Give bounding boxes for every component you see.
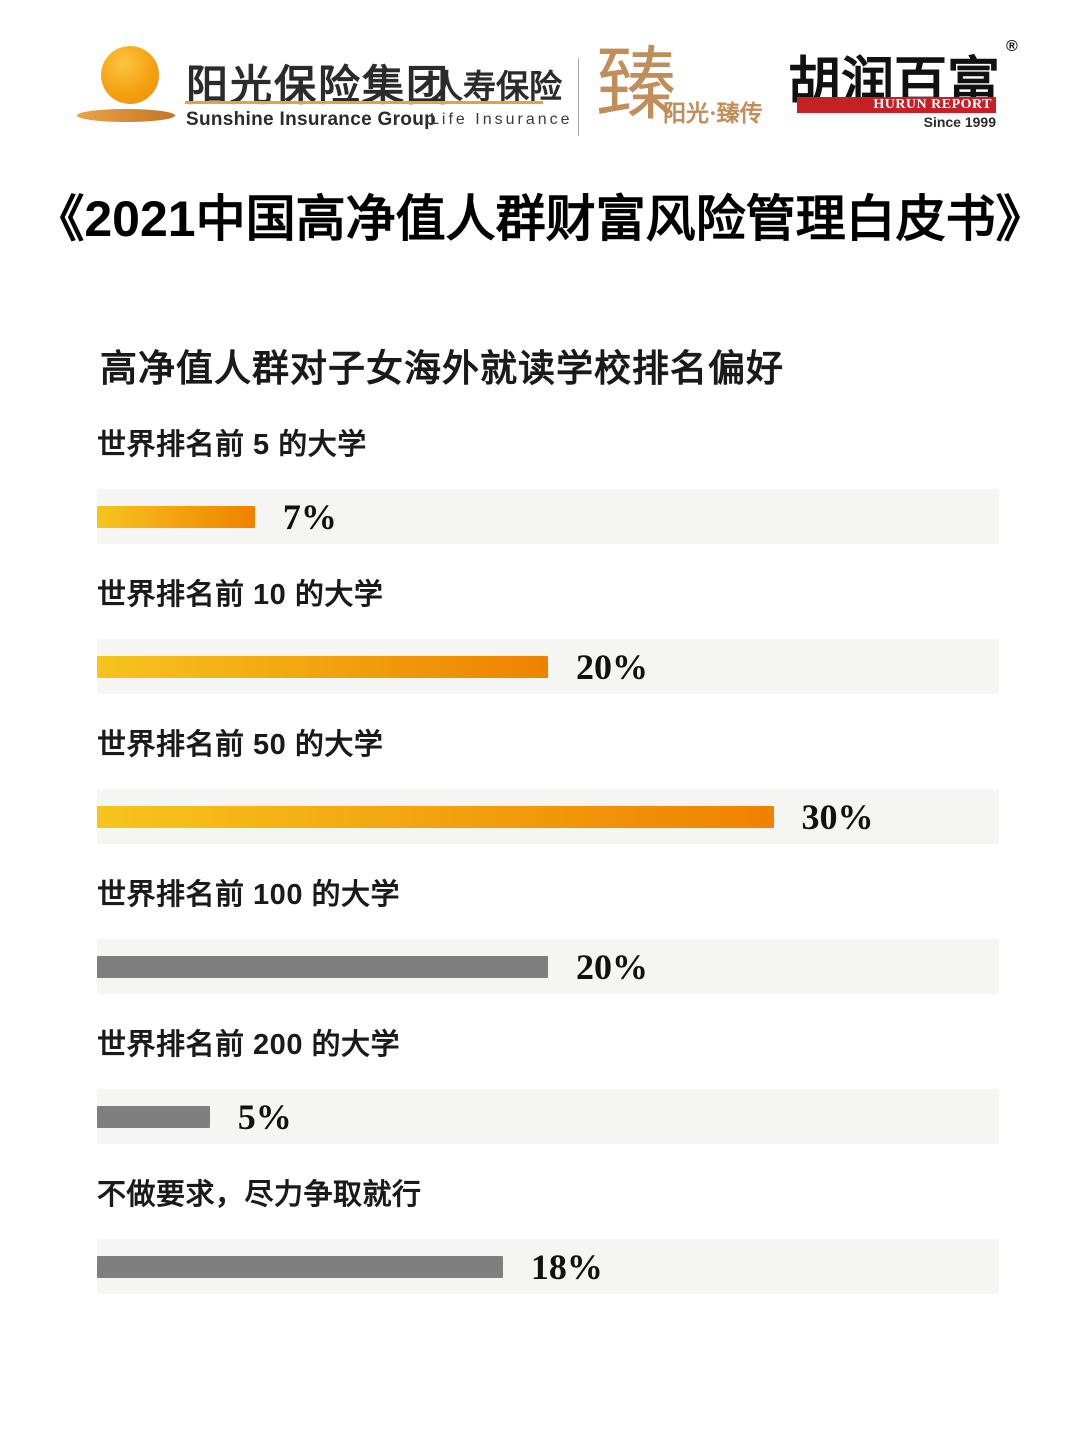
sunshine-group-name-en: Sunshine Insurance Group: [186, 109, 437, 130]
life-insurance-label-en: Life Insurance: [430, 111, 573, 128]
life-insurance-label-cn: 人寿保险: [430, 68, 562, 105]
bar-value: 7%: [282, 496, 337, 537]
bar-row: 世界排名前 100 的大学 20%: [97, 878, 999, 994]
sunshine-swoosh-icon: [77, 109, 175, 122]
header: 阳光保险集团 人寿保险 Sunshine Insurance Group Lif…: [0, 0, 1080, 160]
bar-label: 世界排名前 100 的大学: [97, 879, 400, 911]
bar-track: 7%: [97, 489, 999, 544]
hurun-since-label: Since 1999: [923, 114, 996, 130]
bar-track: 30%: [97, 789, 999, 844]
chart-title: 高净值人群对子女海外就读学校排名偏好: [100, 348, 784, 389]
bar-track: 5%: [97, 1089, 999, 1144]
bar-label: 不做要求，尽力争取就行: [97, 1179, 422, 1211]
bar-label: 世界排名前 50 的大学: [97, 729, 384, 761]
bar: [97, 505, 255, 528]
bar-row: 世界排名前 5 的大学 7%: [97, 428, 999, 544]
bar: [97, 955, 548, 978]
header-divider: [578, 58, 579, 136]
bar-value: 18%: [530, 1246, 603, 1287]
bar-value: 20%: [576, 646, 648, 687]
bar-value: 30%: [801, 796, 874, 837]
hurun-report-banner: HURUN REPORT: [797, 97, 996, 113]
bar-track: 18%: [97, 1239, 999, 1294]
bar-label: 世界排名前 200 的大学: [97, 1029, 400, 1061]
bar-chart: 高净值人群对子女海外就读学校排名偏好 世界排名前 5 的大学 7% 世界排名前 …: [0, 348, 1080, 1294]
zhen-seal-icon: 臻: [596, 42, 676, 130]
bar-row: 不做要求，尽力争取就行 18%: [97, 1178, 999, 1294]
bar: [97, 1255, 503, 1278]
bar-row: 世界排名前 10 的大学 20%: [97, 578, 999, 694]
sunshine-sun-icon: [101, 46, 159, 104]
bar-label: 世界排名前 5 的大学: [97, 429, 367, 461]
bar-track: 20%: [97, 939, 999, 994]
bar-label: 世界排名前 10 的大学: [97, 579, 384, 611]
bar-track: 20%: [97, 639, 999, 694]
bar: [97, 805, 774, 828]
bar: [97, 655, 548, 678]
report-title: 《2021中国高净值人群财富风险管理白皮书》: [34, 191, 1046, 247]
bar-row: 世界排名前 200 的大学 5%: [97, 1028, 999, 1144]
bar-rows: 世界排名前 5 的大学 7% 世界排名前 10 的大学 20% 世界排名前 50…: [97, 428, 999, 1294]
bar: [97, 1105, 210, 1128]
sunshine-underline: [185, 101, 543, 104]
bar-value: 20%: [576, 946, 648, 987]
zhen-brand-label: 阳光·臻传: [663, 101, 763, 126]
hurun-registered-mark: ®: [1006, 38, 1018, 55]
bar-row: 世界排名前 50 的大学 30%: [97, 728, 999, 844]
bar-value: 5%: [237, 1096, 292, 1137]
